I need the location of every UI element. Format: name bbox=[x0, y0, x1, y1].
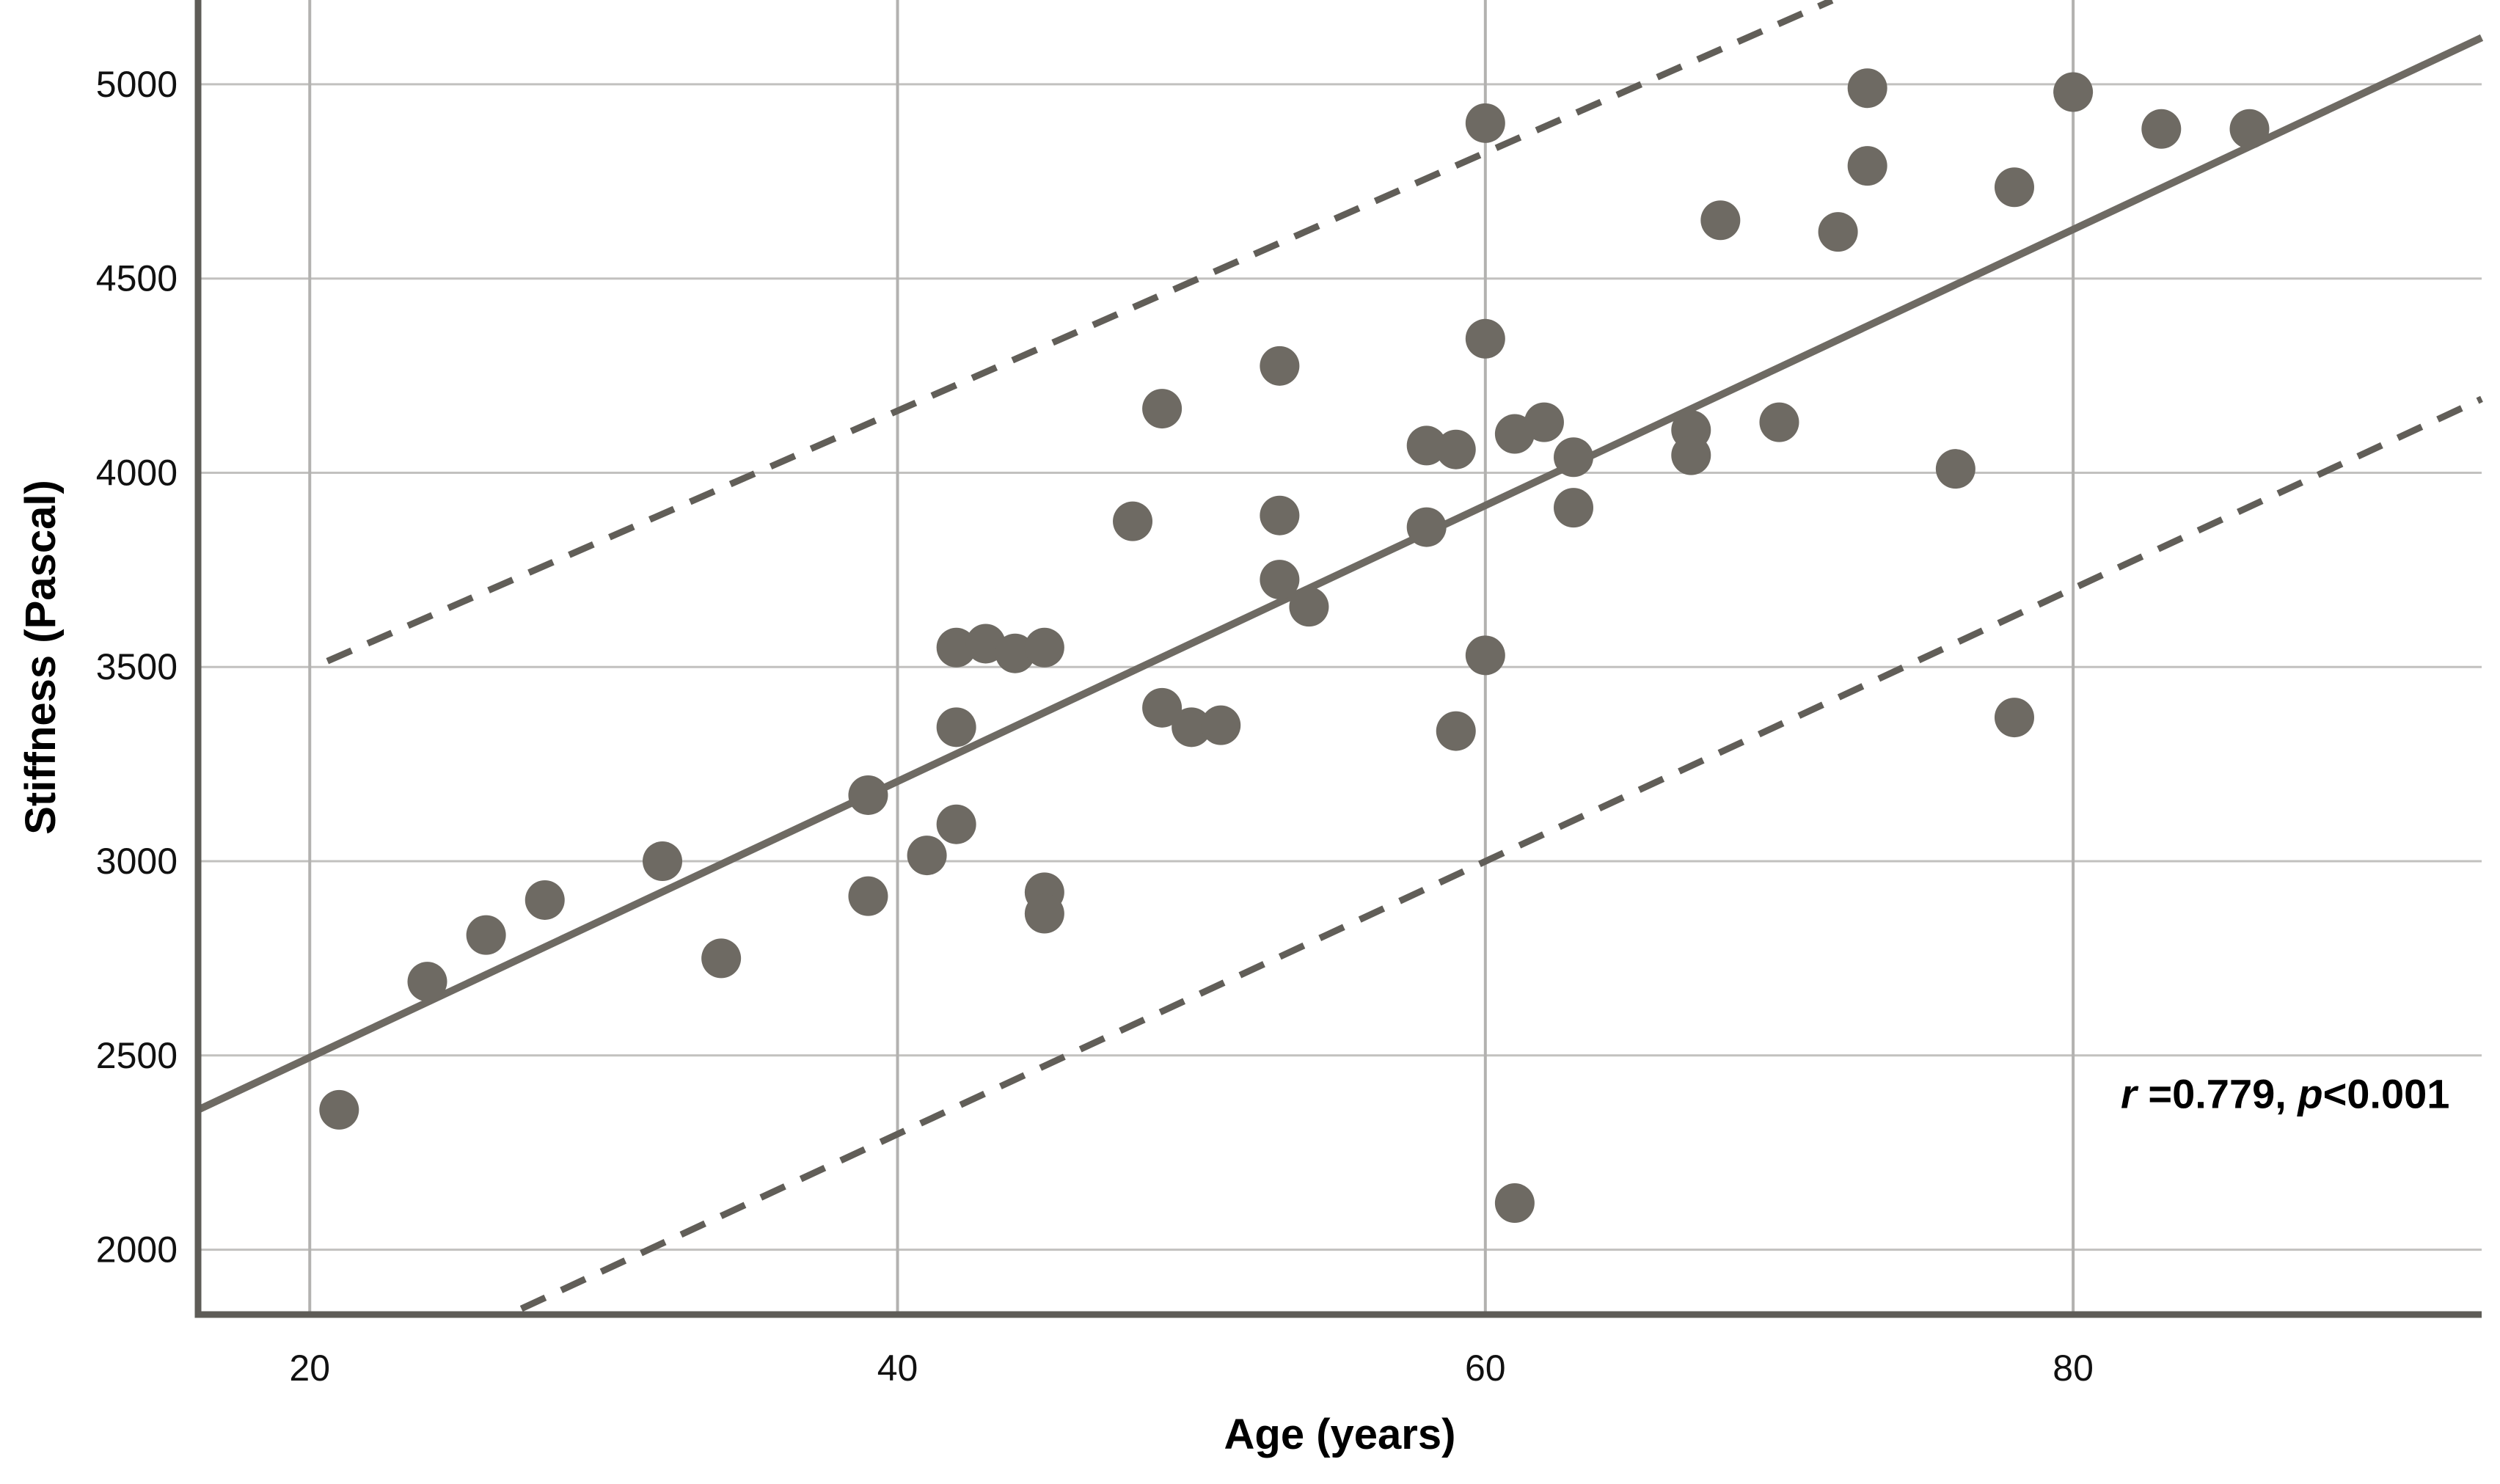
data-point bbox=[1436, 711, 1476, 751]
data-point bbox=[1465, 103, 1505, 143]
data-point bbox=[1406, 507, 1447, 547]
y-tick-label-2000: 2000 bbox=[96, 1229, 178, 1271]
grid-layer bbox=[198, 0, 2482, 1315]
data-point bbox=[1260, 346, 1300, 386]
regression-line-layer bbox=[196, 34, 2484, 1114]
upper-confidence-dashed-line bbox=[326, 0, 1834, 665]
data-point bbox=[995, 633, 1035, 673]
data-point bbox=[1289, 587, 1329, 627]
correlation-annotation: r =0.779, p<0.001 bbox=[2121, 1071, 2449, 1117]
data-point bbox=[1260, 560, 1300, 600]
data-point bbox=[1406, 425, 1447, 466]
data-point bbox=[701, 938, 742, 979]
data-point bbox=[2229, 109, 2270, 149]
x-tick-label-60: 60 bbox=[1465, 1348, 1506, 1389]
data-point bbox=[1847, 146, 1887, 186]
y-tick-label-3500: 3500 bbox=[96, 646, 178, 687]
data-point bbox=[1847, 68, 1887, 109]
data-point bbox=[907, 836, 947, 876]
data-point bbox=[1818, 212, 1858, 252]
y-tick-label-3000: 3000 bbox=[96, 841, 178, 882]
data-point bbox=[936, 627, 976, 668]
data-point bbox=[407, 962, 447, 1002]
data-point bbox=[1524, 402, 1564, 442]
data-point bbox=[1260, 495, 1300, 536]
data-point bbox=[1494, 1183, 1535, 1224]
data-point bbox=[1024, 627, 1064, 668]
data-point bbox=[848, 876, 888, 916]
x-tick-label-20: 20 bbox=[289, 1348, 330, 1389]
y-tick-label-4000: 4000 bbox=[96, 452, 178, 493]
data-point bbox=[936, 804, 976, 844]
data-point bbox=[1465, 318, 1505, 359]
data-point bbox=[1113, 501, 1153, 541]
data-point bbox=[1465, 635, 1505, 676]
data-point bbox=[2141, 109, 2182, 149]
data-point bbox=[1994, 698, 2034, 738]
data-point bbox=[2053, 72, 2094, 112]
axis-spine-layer bbox=[194, 0, 2482, 1318]
x-axis-title: Age (years) bbox=[1224, 1411, 1456, 1458]
lower-confidence-dashed-line bbox=[519, 395, 2483, 1312]
x-tick-label-40: 40 bbox=[877, 1348, 918, 1389]
y-tick-label-4500: 4500 bbox=[96, 258, 178, 299]
data-point bbox=[1671, 435, 1711, 475]
data-point bbox=[643, 841, 683, 882]
data-point bbox=[936, 707, 976, 748]
data-point bbox=[1201, 705, 1241, 745]
data-point-layer bbox=[319, 68, 2270, 1224]
data-point bbox=[466, 915, 506, 955]
regression-fit-line bbox=[196, 34, 2484, 1114]
tick-label-layer: 2000 2500 3000 3500 4000 4500 5000 20 40 60 80 bbox=[96, 64, 2094, 1389]
x-tick-label-80: 80 bbox=[2053, 1348, 2094, 1389]
data-point bbox=[1554, 488, 1594, 528]
data-point bbox=[1172, 707, 1212, 748]
data-point bbox=[525, 880, 565, 920]
y-tick-label-2500: 2500 bbox=[96, 1035, 178, 1076]
data-point bbox=[1994, 167, 2034, 208]
data-point bbox=[1436, 429, 1476, 469]
confidence-band-layer bbox=[326, 0, 2483, 1312]
y-tick-label-5000: 5000 bbox=[96, 64, 178, 105]
data-point bbox=[1554, 437, 1594, 478]
data-point bbox=[848, 775, 888, 815]
data-point bbox=[1935, 449, 1975, 489]
y-axis-title: Stiffness (Pascal) bbox=[17, 480, 65, 835]
data-point bbox=[1024, 893, 1064, 934]
data-point bbox=[1142, 389, 1183, 429]
data-point bbox=[1142, 687, 1183, 728]
data-point bbox=[1759, 402, 1799, 442]
data-point bbox=[1700, 200, 1741, 241]
data-point bbox=[319, 1089, 359, 1130]
